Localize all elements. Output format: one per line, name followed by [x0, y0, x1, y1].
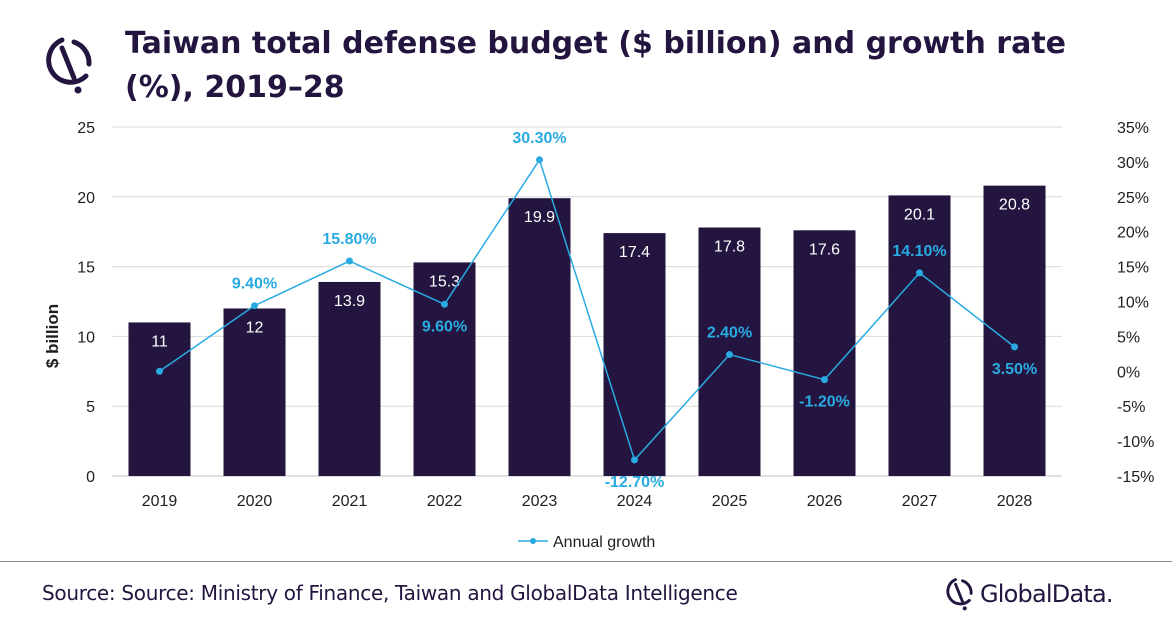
growth-point [821, 376, 828, 384]
bar-value-label: 20.1 [904, 206, 935, 223]
y2-tick-label: 10% [1117, 295, 1149, 312]
bar [128, 322, 191, 476]
chart: 11 12 13.9 15.3 19.9 17.4 17.8 17.6 20.1 20.8 9.4… [43, 120, 1154, 551]
bar-value-label: 17.4 [619, 244, 650, 261]
y2-tick-label: 35% [1117, 120, 1149, 137]
x-tick-label: 2028 [997, 493, 1033, 510]
y2-tick-label: -15% [1117, 469, 1154, 486]
legend-marker [530, 538, 536, 544]
brand-name: GlobalData. [980, 580, 1114, 608]
growth-point [631, 456, 638, 464]
globaldata-logo-icon [46, 37, 92, 94]
growth-point [441, 300, 448, 308]
bar [603, 233, 666, 476]
bar-value-label: 11 [151, 333, 168, 350]
y2-tick-label: 15% [1117, 260, 1149, 277]
growth-point [726, 351, 733, 359]
y2-tick-label: 25% [1117, 190, 1149, 207]
x-tick-label: 2026 [807, 493, 843, 510]
bar [508, 198, 571, 477]
bar-value-label: 17.8 [714, 239, 745, 256]
legend-label: Annual growth [553, 534, 655, 551]
y2-tick-label: 0% [1117, 364, 1140, 381]
growth-point [916, 269, 923, 277]
x-tick-label: 2019 [142, 493, 178, 510]
growth-value-label: 15.80% [322, 231, 376, 248]
y2-tick-label: -10% [1117, 434, 1154, 451]
x-tick-label: 2022 [427, 493, 463, 510]
bar-value-label: 19.9 [524, 209, 555, 226]
bar-value-label: 15.3 [429, 273, 460, 290]
x-tick-label: 2027 [902, 493, 938, 510]
growth-data-labels: 9.40% 15.80% 9.60% 30.30% -12.70% 2.40% -1.20%… [232, 130, 1037, 491]
growth-value-label: 9.40% [232, 276, 277, 293]
y-axis-left: 0 5 10 15 20 25 [77, 120, 95, 486]
y-tick-label: 10 [77, 329, 95, 346]
growth-value-label: 30.30% [512, 130, 566, 147]
bar [793, 230, 856, 476]
source-note: Source: Source: Ministry of Finance, Tai… [42, 581, 738, 605]
growth-value-label: 3.50% [992, 361, 1037, 378]
growth-value-label: 14.10% [892, 243, 946, 260]
growth-point [1011, 343, 1018, 351]
growth-point [346, 257, 353, 265]
bar-series [128, 185, 1046, 477]
bar-value-label: 20.8 [999, 197, 1030, 214]
x-tick-label: 2024 [617, 493, 653, 510]
growth-line-series [156, 156, 1018, 464]
y2-tick-label: -5% [1117, 399, 1145, 416]
growth-value-label: -12.70% [605, 474, 665, 491]
bar-data-labels: 11 12 13.9 15.3 19.9 17.4 17.8 17.6 20.1 20.8 [151, 197, 1030, 351]
y-axis-right: -15% -10% -5% 0% 5% 10% 15% 20% 25% 30% 35% [1117, 120, 1154, 486]
y2-tick-label: 30% [1117, 155, 1149, 172]
growth-value-label: -1.20% [799, 394, 850, 411]
y-tick-label: 5 [86, 399, 95, 416]
y-tick-label: 15 [77, 260, 95, 277]
bar-value-label: 17.6 [809, 241, 840, 258]
bar-value-label: 12 [246, 319, 264, 336]
bar [318, 281, 381, 476]
bar-value-label: 13.9 [334, 293, 365, 310]
bar [223, 308, 286, 476]
y-axis-label: $ billion [43, 304, 62, 368]
y2-tick-label: 5% [1117, 329, 1140, 346]
growth-point [536, 156, 543, 164]
bar [888, 195, 951, 477]
globaldata-logo-icon [946, 578, 973, 611]
legend: Annual growth [518, 534, 655, 551]
growth-value-label: 9.60% [422, 318, 467, 335]
chart-title: Taiwan total defense budget ($ billion) … [125, 26, 1067, 105]
x-axis: 2019 2020 2021 2022 2023 2024 2025 2026 2027 2028 [142, 493, 1033, 510]
x-tick-label: 2020 [237, 493, 273, 510]
growth-point [156, 367, 163, 375]
growth-value-label: 2.40% [707, 325, 752, 342]
y-tick-label: 20 [77, 190, 95, 207]
brand-logo: GlobalData. [944, 574, 1114, 614]
bar [413, 262, 476, 476]
footer-divider [0, 561, 1172, 562]
y-tick-label: 0 [86, 469, 95, 486]
y-tick-label: 25 [77, 120, 95, 137]
y2-tick-label: 20% [1117, 225, 1149, 242]
growth-point [251, 302, 258, 310]
x-tick-label: 2025 [712, 493, 748, 510]
growth-line [159, 158, 1015, 462]
x-tick-label: 2023 [522, 493, 558, 510]
x-tick-label: 2021 [332, 493, 368, 510]
